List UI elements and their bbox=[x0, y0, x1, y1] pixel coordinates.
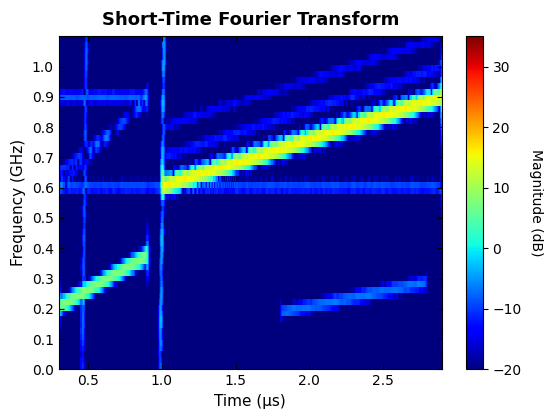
X-axis label: Time (μs): Time (μs) bbox=[214, 394, 286, 409]
Y-axis label: Magnitude (dB): Magnitude (dB) bbox=[529, 149, 543, 257]
Y-axis label: Frequency (GHz): Frequency (GHz) bbox=[11, 139, 26, 266]
Title: Short-Time Fourier Transform: Short-Time Fourier Transform bbox=[101, 11, 399, 29]
